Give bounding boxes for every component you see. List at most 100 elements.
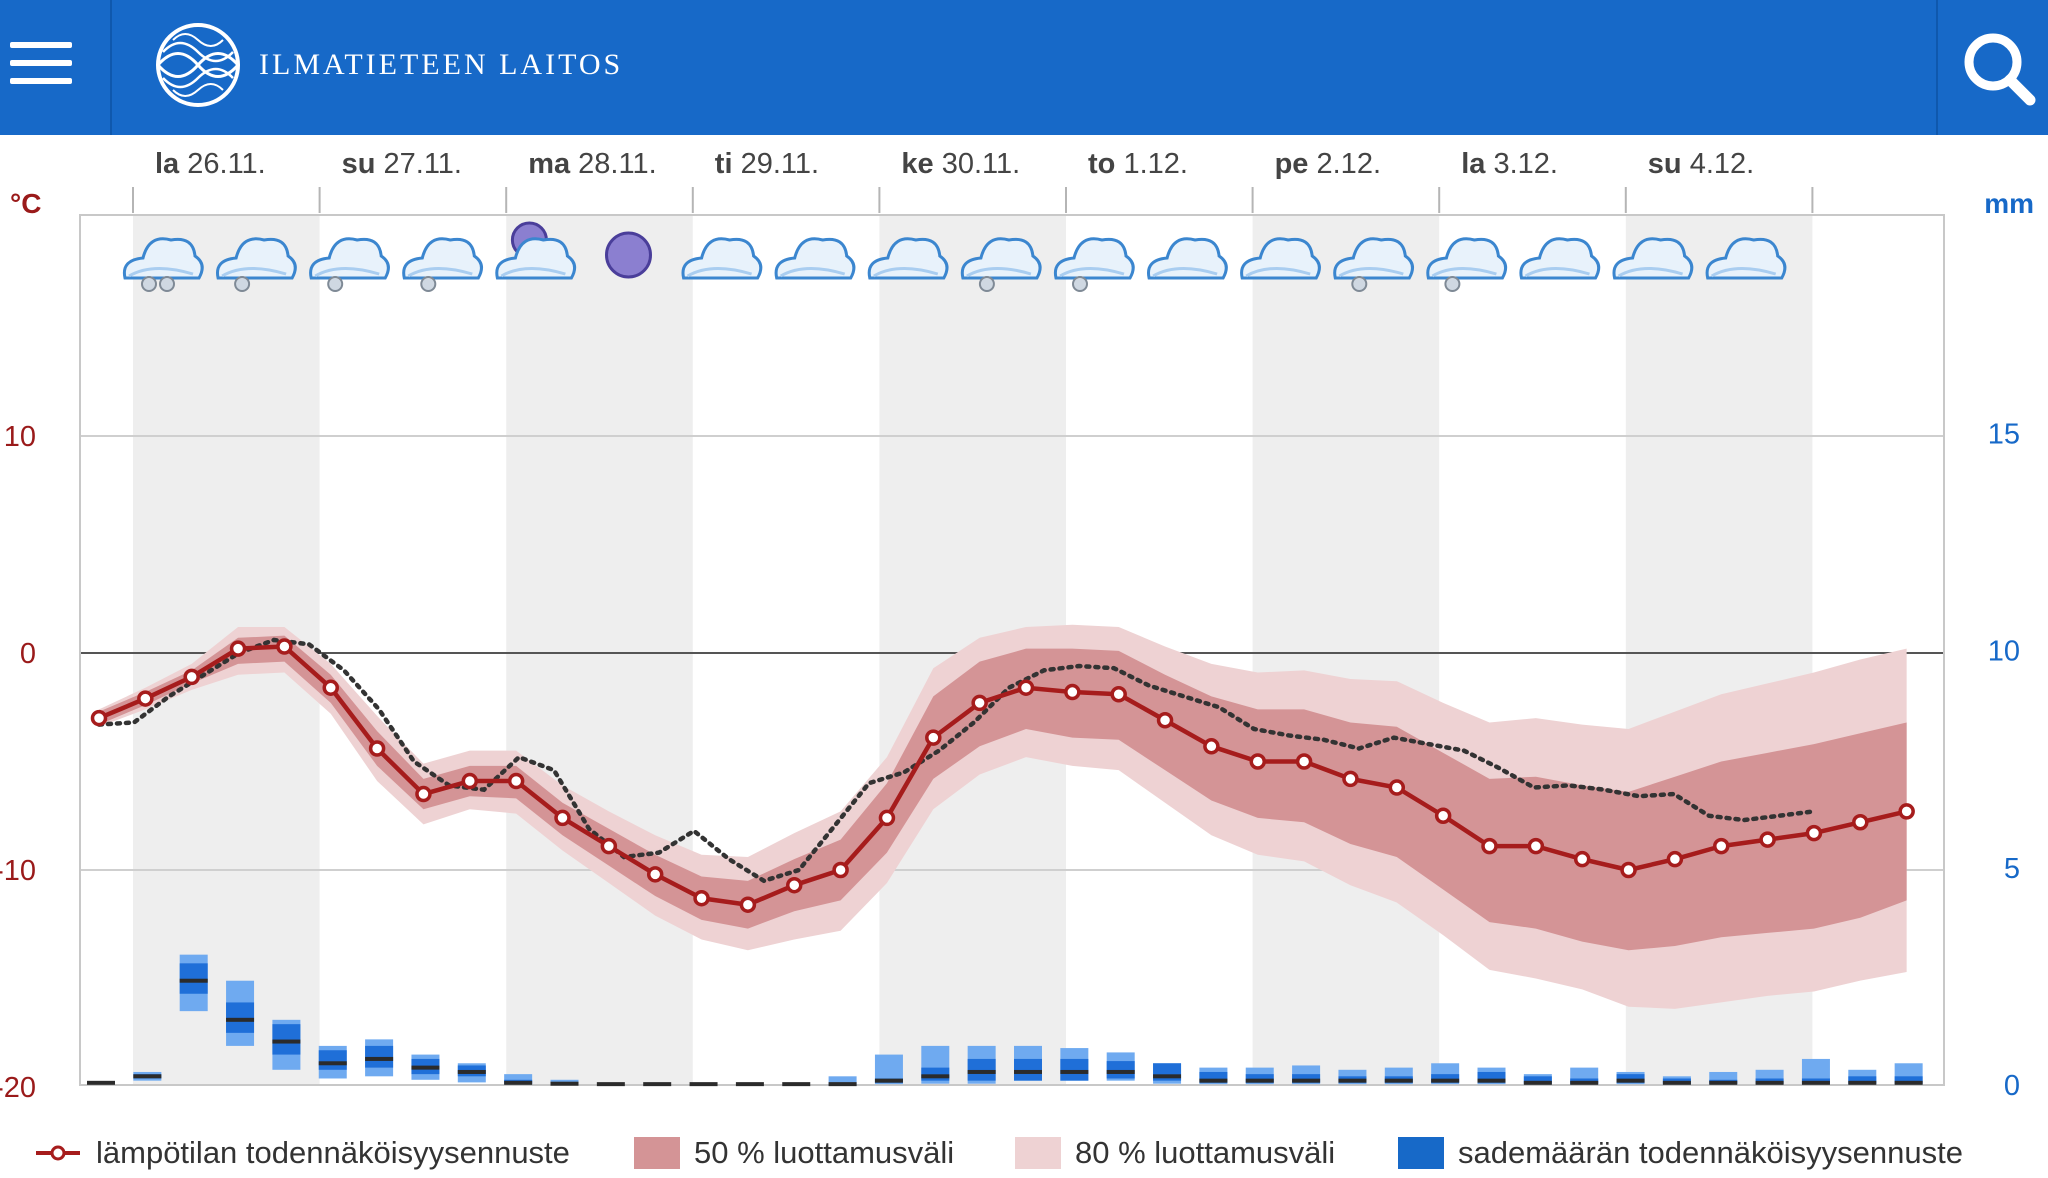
- temperature-point: [693, 889, 710, 907]
- cloud-shape: [1426, 237, 1508, 280]
- y2-tick-label: 5: [2004, 853, 2020, 885]
- precip-median-tick: [689, 1082, 718, 1087]
- snowflake-shape: [1351, 276, 1368, 292]
- cloud-icon: [774, 237, 856, 280]
- y-tick-label: -10: [0, 855, 36, 887]
- snowflake-shape: [420, 276, 437, 292]
- temperature-point: [1203, 738, 1220, 755]
- cloud-shape: [1053, 237, 1135, 280]
- cloud-highlight: [1524, 266, 1590, 278]
- day-label: ti 29.11.: [715, 148, 819, 180]
- precip-bar-50: [967, 1058, 996, 1081]
- precip-bar-80: [828, 1076, 857, 1085]
- temperature-point: [1156, 712, 1174, 729]
- observed-temperature-line: [96, 637, 1817, 884]
- moon-cloud-icon: [495, 221, 577, 280]
- precip-median-tick: [1431, 1078, 1460, 1083]
- temperature-point: [322, 679, 339, 696]
- snow-cloud-icon: [402, 237, 483, 292]
- cloud-icon: [1147, 237, 1228, 280]
- precip-bar-50: [365, 1045, 394, 1068]
- day-label: ke 30.11.: [901, 148, 1020, 180]
- search-button[interactable]: [1936, 0, 2048, 135]
- cloud-shape: [1612, 237, 1694, 280]
- precip-median-tick: [967, 1069, 996, 1074]
- cloud-shape: [122, 237, 204, 280]
- day-abbr: to: [1088, 148, 1123, 180]
- legend-label: lämpötilan todennäköisyysennuste: [96, 1135, 570, 1170]
- hamburger-menu-button[interactable]: [0, 0, 112, 135]
- day-abbr: la: [155, 148, 187, 180]
- cloud-shape: [1519, 237, 1601, 280]
- precip-bar-50: [1245, 1074, 1274, 1083]
- cloud-shape: [1705, 237, 1787, 280]
- snowflake-shape: [1444, 276, 1461, 292]
- precip-median-tick: [411, 1065, 440, 1070]
- snowflake-shape: [159, 276, 175, 292]
- day-shade-band: [506, 215, 693, 1085]
- precip-median-tick: [1755, 1080, 1784, 1085]
- precip-median-tick: [1384, 1078, 1413, 1083]
- temperature-point: [461, 772, 479, 790]
- temperature-point: [1434, 807, 1452, 824]
- day-label: pe 2.12.: [1275, 148, 1381, 180]
- temperature-point: [1527, 837, 1545, 855]
- snowflake-shape: [234, 276, 251, 292]
- y2-tick-label: 15: [1988, 418, 2020, 450]
- precip-bar-50: [1616, 1074, 1645, 1083]
- day-label: to 1.12.: [1088, 148, 1188, 180]
- snow-cloud-icon: [1333, 237, 1414, 292]
- snowflake-shape: [141, 276, 157, 292]
- brand-name: ILMATIETEEN LAITOS: [259, 48, 624, 81]
- day-date: 29.11.: [741, 148, 819, 180]
- temperature-point: [739, 896, 757, 913]
- y-tick-label: -20: [0, 1072, 36, 1104]
- chart-legend: lämpötilan todennäköisyysennuste 50 % lu…: [0, 1128, 2048, 1178]
- legend-label: sademäärän todennäköisyysennuste: [1458, 1135, 1963, 1170]
- cloud-shape: [402, 237, 483, 280]
- precip-median-tick: [550, 1081, 579, 1086]
- temperature-point: [1573, 850, 1591, 868]
- band80-swatch: [1015, 1137, 1061, 1169]
- precip-median-tick: [1292, 1078, 1321, 1083]
- cloud-icon: [1240, 237, 1321, 280]
- cloud-highlight: [407, 266, 473, 278]
- brand-logo[interactable]: ILMATIETEEN LAITOS: [155, 20, 623, 110]
- band50-swatch: [634, 1137, 680, 1169]
- temperature-point: [786, 876, 803, 894]
- precip-median-tick: [1848, 1080, 1877, 1085]
- precip-bar-50: [318, 1050, 347, 1070]
- temperature-point: [925, 729, 942, 746]
- day-abbr: su: [342, 148, 384, 180]
- cloud-highlight: [128, 266, 194, 278]
- temperature-point: [1620, 861, 1637, 879]
- precip-median-tick: [1709, 1080, 1738, 1085]
- hamburger-menu-icon: [10, 60, 72, 66]
- precip-median-tick: [874, 1078, 903, 1083]
- cloud-highlight: [779, 266, 846, 278]
- legend-item-precip: sademäärän todennäköisyysennuste: [1398, 1128, 1963, 1178]
- cloud-highlight: [1710, 266, 1777, 278]
- precip-median-tick: [179, 978, 208, 983]
- day-label: la 3.12.: [1461, 148, 1558, 180]
- legend-label: 50 % luottamusväli: [694, 1135, 955, 1170]
- precip-median-tick: [1616, 1078, 1645, 1083]
- snow-cloud-icon: [1426, 237, 1508, 292]
- precip-bar-50: [1060, 1058, 1089, 1081]
- precip-median-tick: [596, 1082, 625, 1087]
- temperature-line: [98, 644, 1908, 907]
- precip-bar-50: [179, 963, 208, 994]
- day-shade-band: [1252, 215, 1440, 1085]
- day-label: su 4.12.: [1648, 148, 1754, 180]
- temperature-point: [1666, 850, 1684, 868]
- temperature-point: [507, 772, 525, 790]
- precip-swatch: [1398, 1137, 1444, 1169]
- day-date: 27.11.: [384, 148, 462, 180]
- snow-cloud-icon: [1053, 237, 1135, 292]
- precip-median-tick: [272, 1039, 301, 1044]
- cloud-shape: [1333, 237, 1414, 280]
- temperature-point: [1898, 803, 1915, 820]
- temperature-point: [1481, 837, 1498, 855]
- temperature-point: [183, 668, 200, 686]
- precip-median-tick: [1570, 1080, 1599, 1085]
